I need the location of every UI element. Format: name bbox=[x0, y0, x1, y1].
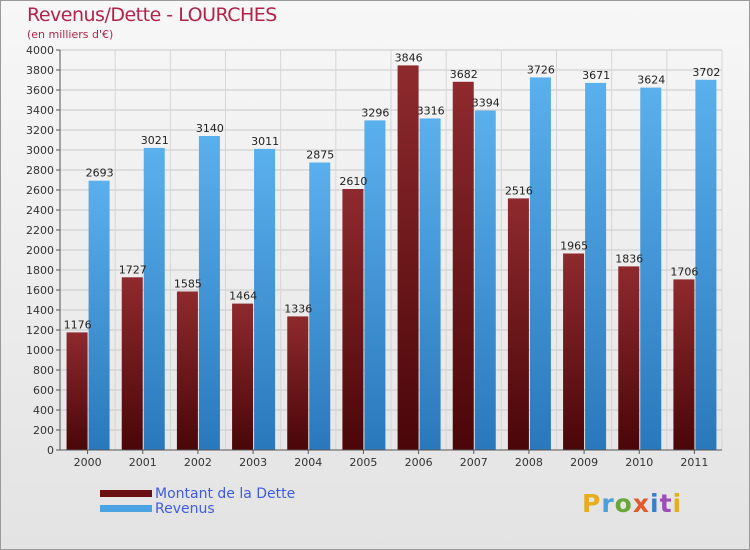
y-tick-label: 3000 bbox=[26, 144, 54, 157]
data-label-debt: 1836 bbox=[615, 252, 643, 265]
data-label-debt: 3682 bbox=[450, 68, 478, 81]
logo-letter: r bbox=[601, 489, 615, 518]
bar-revenus bbox=[254, 148, 276, 450]
data-label-debt: 3846 bbox=[395, 51, 423, 64]
bar-revenus bbox=[309, 162, 331, 450]
bar-revenus bbox=[88, 180, 110, 450]
bar-debt bbox=[121, 277, 143, 450]
bar-debt bbox=[397, 65, 419, 451]
data-label-revenus: 3140 bbox=[196, 122, 224, 135]
y-tick-label: 1800 bbox=[26, 264, 54, 277]
x-tick-label: 2010 bbox=[625, 456, 653, 469]
data-label-debt: 2516 bbox=[505, 184, 533, 197]
bar-revenus bbox=[695, 79, 717, 451]
data-label-debt: 1336 bbox=[284, 302, 312, 315]
x-tick-label: 2009 bbox=[570, 456, 598, 469]
data-label-debt: 1965 bbox=[560, 240, 588, 253]
proxiti-logo: Proxiti bbox=[582, 489, 682, 518]
bar-revenus bbox=[585, 82, 607, 451]
legend-item-debt: Montant de la Dette bbox=[100, 485, 296, 502]
logo-letter: P bbox=[582, 489, 602, 518]
logo-letter: i bbox=[672, 489, 683, 518]
data-label-revenus: 2693 bbox=[86, 167, 114, 180]
data-label-debt: 1464 bbox=[229, 290, 257, 303]
x-tick-label: 2011 bbox=[680, 456, 708, 469]
logo-letter: o bbox=[614, 489, 633, 518]
legend-label-debt: Montant de la Dette bbox=[155, 485, 296, 502]
bar-debt bbox=[342, 189, 364, 450]
legend-swatch-revenus bbox=[100, 505, 152, 512]
y-tick-label: 1000 bbox=[26, 344, 54, 357]
x-tick-label: 2006 bbox=[405, 456, 433, 469]
y-tick-label: 2600 bbox=[26, 184, 54, 197]
x-tick-label: 2004 bbox=[294, 456, 322, 469]
data-label-revenus: 2875 bbox=[306, 149, 334, 162]
logo-letter: t bbox=[659, 489, 673, 518]
data-label-debt: 1706 bbox=[670, 265, 698, 278]
data-label-debt: 1727 bbox=[119, 263, 147, 276]
y-tick-label: 400 bbox=[33, 404, 54, 417]
x-tick-label: 2005 bbox=[349, 456, 377, 469]
data-label-revenus: 3021 bbox=[141, 134, 169, 147]
y-tick-label: 2400 bbox=[26, 204, 54, 217]
legend-swatch-debt bbox=[100, 490, 152, 497]
y-tick-label: 3600 bbox=[26, 84, 54, 97]
data-label-revenus: 3624 bbox=[637, 74, 665, 87]
data-label-revenus: 3726 bbox=[527, 63, 555, 76]
data-label-revenus: 3316 bbox=[417, 104, 445, 117]
bar-revenus bbox=[640, 87, 662, 450]
data-label-revenus: 3296 bbox=[361, 106, 389, 119]
y-tick-label: 3400 bbox=[26, 104, 54, 117]
legend-label-revenus: Revenus bbox=[155, 500, 215, 517]
y-tick-label: 2000 bbox=[26, 244, 54, 257]
bar-debt bbox=[232, 303, 254, 450]
data-label-debt: 2610 bbox=[339, 175, 367, 188]
bar-revenus bbox=[419, 118, 441, 451]
bar-revenus bbox=[143, 147, 165, 450]
bar-revenus bbox=[198, 136, 220, 450]
chart-subtitle: (en milliers d'€) bbox=[27, 28, 114, 41]
legend-item-revenus: Revenus bbox=[100, 500, 295, 517]
bar-debt bbox=[66, 332, 88, 450]
x-tick-label: 2000 bbox=[74, 456, 102, 469]
data-label-revenus: 3011 bbox=[251, 135, 279, 148]
y-tick-label: 3200 bbox=[26, 124, 54, 137]
y-tick-label: 800 bbox=[33, 364, 54, 377]
bar-debt bbox=[618, 266, 640, 450]
y-tick-label: 2800 bbox=[26, 164, 54, 177]
bar-debt bbox=[563, 253, 585, 450]
y-tick-label: 1600 bbox=[26, 284, 54, 297]
bar-revenus bbox=[529, 77, 551, 451]
y-tick-label: 3800 bbox=[26, 64, 54, 77]
data-label-debt: 1585 bbox=[174, 278, 202, 291]
y-tick-label: 4000 bbox=[26, 44, 54, 57]
x-tick-label: 2001 bbox=[129, 456, 157, 469]
logo-letter: x bbox=[632, 489, 650, 518]
y-tick-label: 1200 bbox=[26, 324, 54, 337]
y-tick-label: 1400 bbox=[26, 304, 54, 317]
bar-revenus bbox=[474, 110, 496, 450]
data-label-revenus: 3702 bbox=[692, 66, 720, 79]
x-tick-label: 2008 bbox=[515, 456, 543, 469]
x-tick-label: 2003 bbox=[239, 456, 267, 469]
x-tick-label: 2002 bbox=[184, 456, 212, 469]
logo-letter: i bbox=[650, 489, 660, 518]
bar-revenus bbox=[364, 120, 386, 451]
data-label-revenus: 3671 bbox=[582, 69, 610, 82]
data-label-revenus: 3394 bbox=[472, 97, 500, 110]
y-tick-label: 200 bbox=[33, 424, 54, 437]
chart-title: Revenus/Dette - LOURCHES bbox=[27, 4, 277, 26]
y-tick-label: 0 bbox=[47, 444, 54, 457]
bar-debt bbox=[452, 81, 474, 451]
bar-debt bbox=[673, 279, 695, 450]
bar-debt bbox=[507, 198, 529, 450]
legend: Montant de la Dette Revenus bbox=[100, 485, 296, 517]
y-tick-label: 2200 bbox=[26, 224, 54, 237]
data-label-debt: 1176 bbox=[64, 318, 92, 331]
bar-debt bbox=[176, 291, 198, 450]
x-tick-label: 2007 bbox=[460, 456, 488, 469]
y-tick-label: 600 bbox=[33, 384, 54, 397]
bar-debt bbox=[287, 316, 309, 450]
